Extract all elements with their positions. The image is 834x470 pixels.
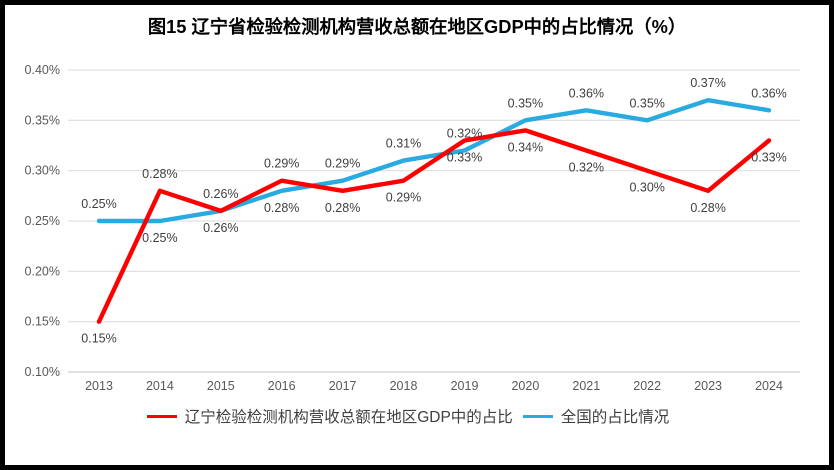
svg-text:0.10%: 0.10% <box>25 365 60 379</box>
svg-text:0.35%: 0.35% <box>629 96 664 110</box>
svg-text:0.30%: 0.30% <box>629 181 664 195</box>
svg-text:0.31%: 0.31% <box>386 137 421 151</box>
svg-text:0.28%: 0.28% <box>325 201 360 215</box>
svg-text:0.37%: 0.37% <box>690 76 725 90</box>
svg-text:2016: 2016 <box>268 379 296 393</box>
svg-text:0.34%: 0.34% <box>508 140 543 154</box>
svg-text:0.25%: 0.25% <box>25 214 60 228</box>
svg-text:0.35%: 0.35% <box>25 113 60 127</box>
svg-text:0.33%: 0.33% <box>751 151 786 165</box>
svg-text:2024: 2024 <box>755 379 783 393</box>
svg-text:0.30%: 0.30% <box>25 164 60 178</box>
svg-text:0.36%: 0.36% <box>751 86 786 100</box>
svg-text:2020: 2020 <box>511 379 539 393</box>
svg-text:0.28%: 0.28% <box>142 167 177 181</box>
svg-text:2023: 2023 <box>694 379 722 393</box>
svg-text:0.25%: 0.25% <box>81 197 116 211</box>
svg-text:0.15%: 0.15% <box>25 315 60 329</box>
svg-text:0.33%: 0.33% <box>447 151 482 165</box>
svg-text:2017: 2017 <box>329 379 357 393</box>
svg-text:0.28%: 0.28% <box>264 201 299 215</box>
svg-text:2015: 2015 <box>207 379 235 393</box>
svg-text:2018: 2018 <box>390 379 418 393</box>
svg-text:2013: 2013 <box>85 379 113 393</box>
svg-text:0.29%: 0.29% <box>386 191 421 205</box>
svg-text:0.15%: 0.15% <box>81 332 116 346</box>
svg-text:0.35%: 0.35% <box>508 96 543 110</box>
svg-text:2021: 2021 <box>572 379 600 393</box>
svg-text:2019: 2019 <box>451 379 479 393</box>
svg-text:0.29%: 0.29% <box>264 157 299 171</box>
svg-text:0.32%: 0.32% <box>569 161 604 175</box>
svg-text:0.29%: 0.29% <box>325 157 360 171</box>
svg-text:2014: 2014 <box>146 379 174 393</box>
svg-text:0.26%: 0.26% <box>203 187 238 201</box>
svg-text:0.40%: 0.40% <box>25 63 60 77</box>
svg-text:0.25%: 0.25% <box>142 231 177 245</box>
svg-text:0.20%: 0.20% <box>25 264 60 278</box>
svg-text:0.36%: 0.36% <box>569 86 604 100</box>
svg-text:0.28%: 0.28% <box>690 201 725 215</box>
svg-text:2022: 2022 <box>633 379 661 393</box>
svg-text:0.26%: 0.26% <box>203 221 238 235</box>
svg-text:0.32%: 0.32% <box>447 127 482 141</box>
